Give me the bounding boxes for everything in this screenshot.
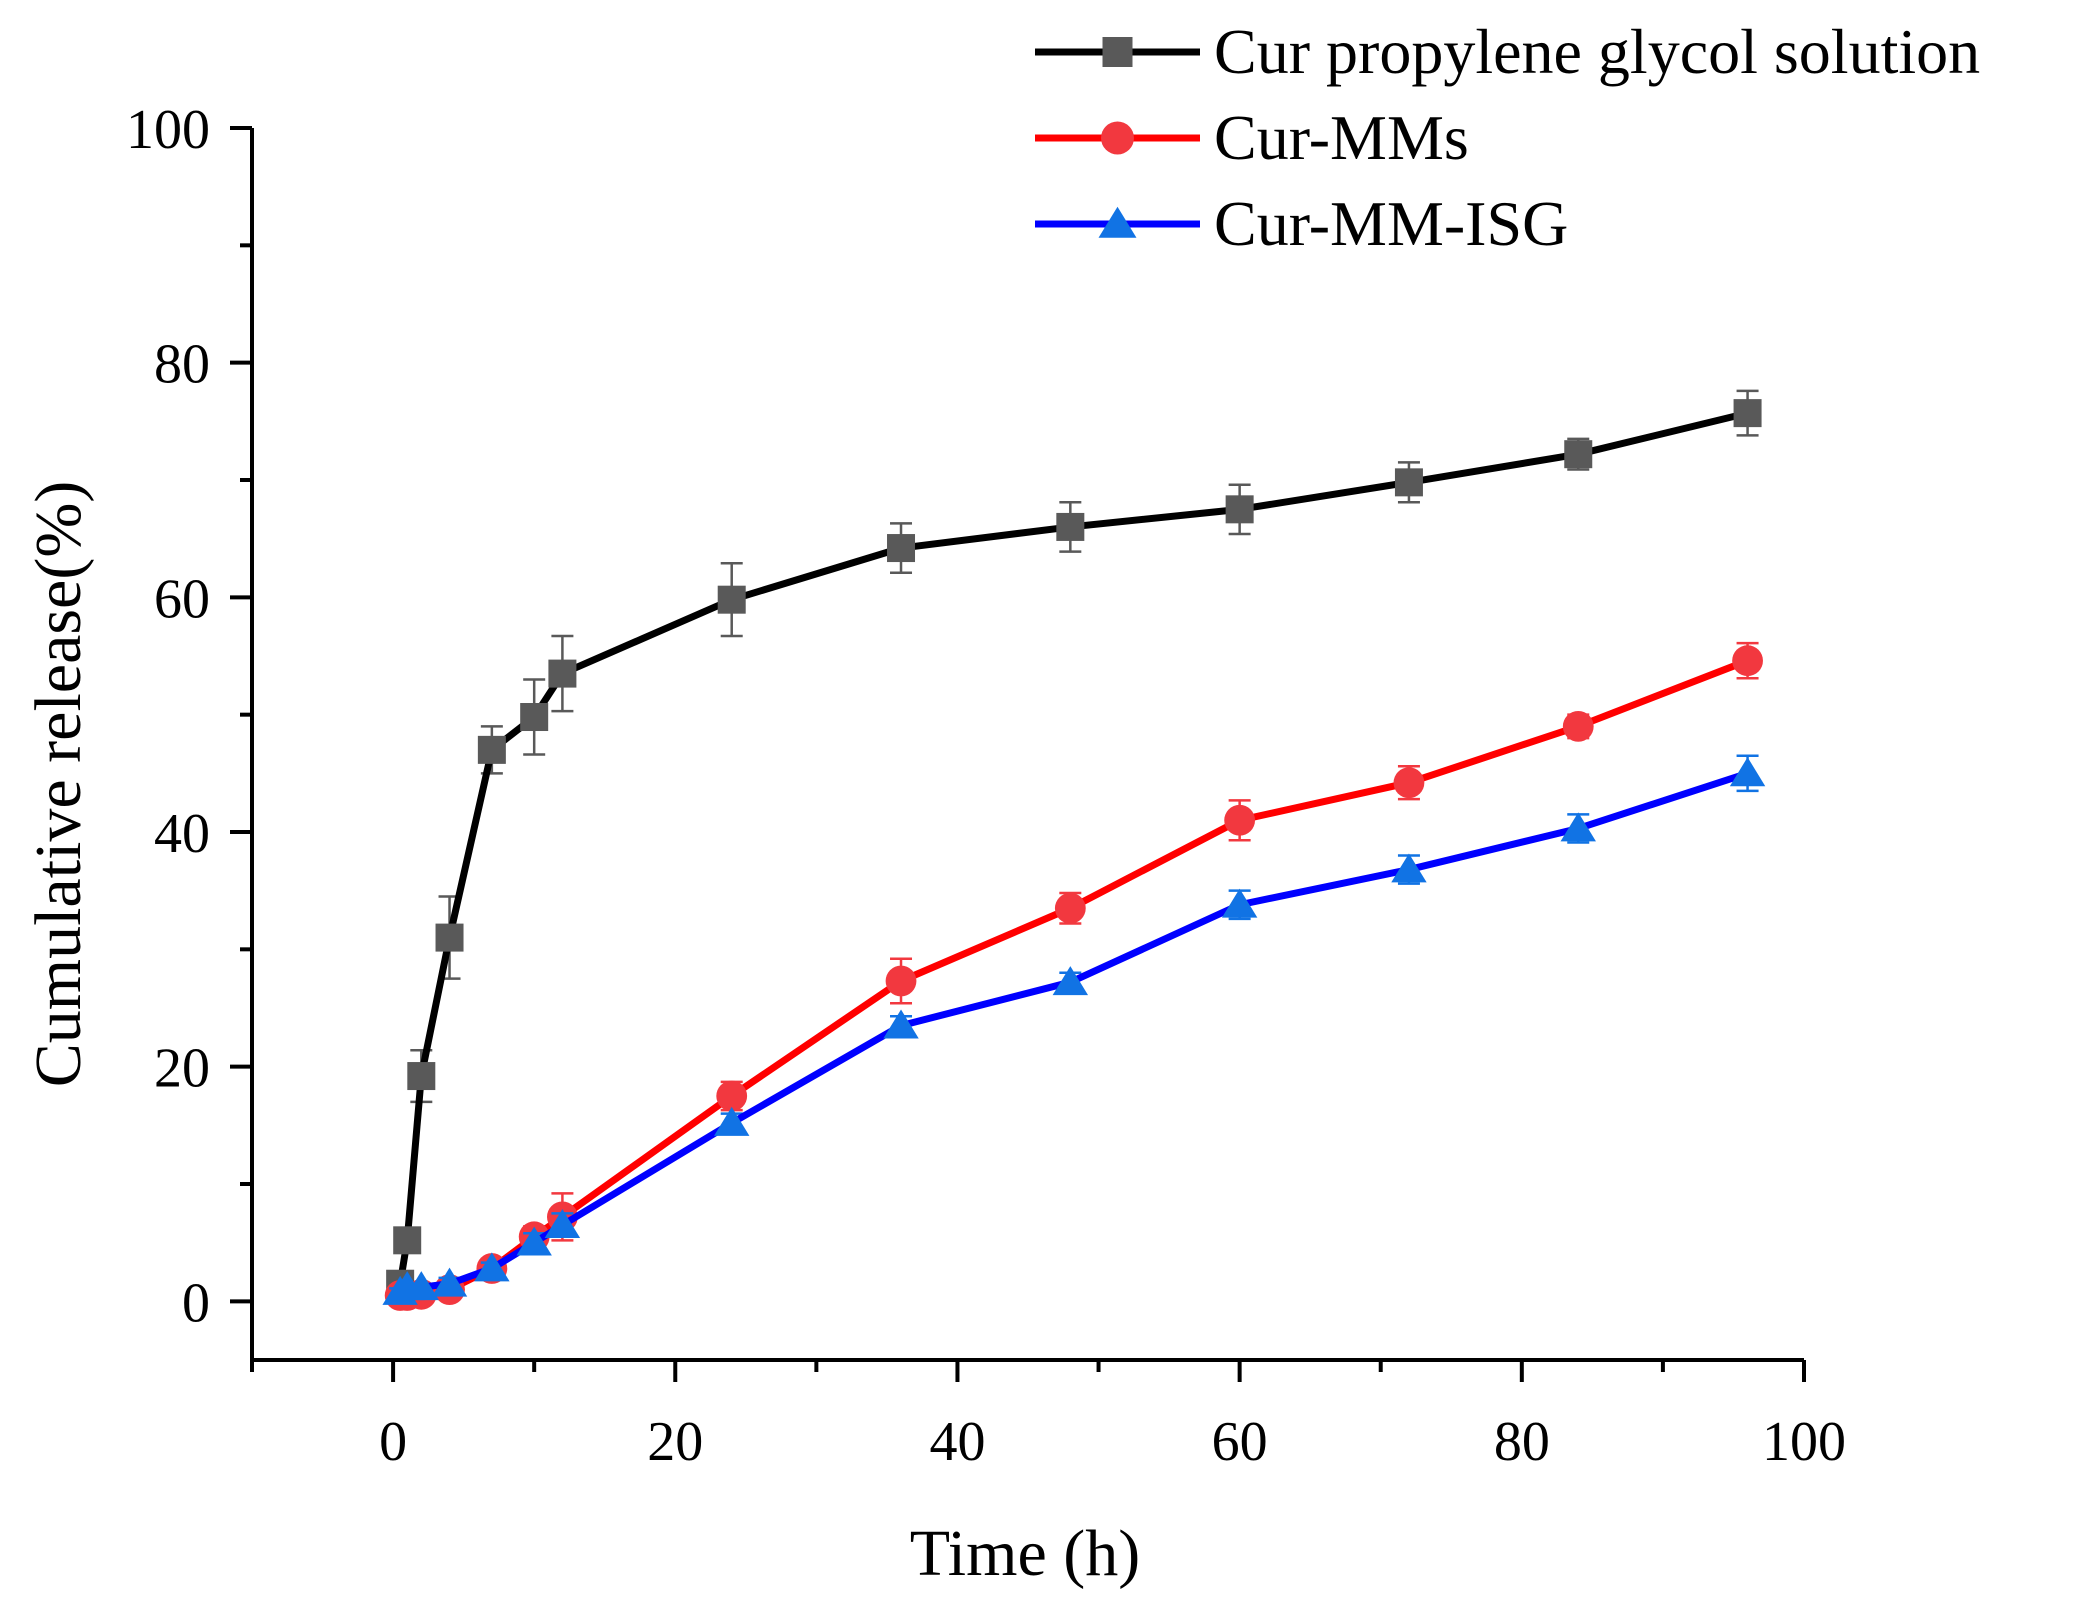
y-tick-label: 100 [126,99,210,161]
legend-marker [1098,206,1137,238]
data-point [1393,767,1425,799]
series-0 [386,389,1762,1298]
legend-label: Cur propylene glycol solution [1214,16,1980,87]
data-point [1221,888,1258,918]
data-point [435,923,464,952]
x-tick-label: 40 [929,1411,985,1473]
y-tick-label: 20 [154,1038,210,1100]
data-point [1564,440,1593,469]
data-point [1733,399,1762,428]
x-tick-label: 0 [379,1411,407,1473]
legend-label: Cur-MMs [1214,102,1469,173]
x-tick-label: 80 [1494,1411,1550,1473]
data-point [520,703,549,732]
data-point [407,1062,436,1091]
series-line [396,409,1749,1285]
data-point [1224,804,1256,836]
x-axis-title: Time (h) [910,1517,1140,1590]
y-tick-label: 80 [154,334,210,396]
data-point [883,1009,919,1039]
legend-label: Cur-MM-ISG [1214,188,1568,259]
x-tick-label: 20 [647,1411,703,1473]
y-tick-label: 60 [154,568,210,630]
data-point [548,659,577,688]
data-point [1054,892,1086,924]
data-point [516,1226,552,1256]
data-point [885,965,917,997]
x-tick-label: 60 [1212,1411,1268,1473]
legend-item: Cur-MMs [1035,102,1469,173]
data-point [887,534,916,563]
y-tick-label: 0 [182,1272,210,1334]
legend-marker [1101,121,1134,155]
data-point [474,1252,510,1282]
data-point [1562,711,1594,742]
plot-area [382,389,1766,1311]
series-2 [382,754,1766,1305]
data-point [1225,495,1254,524]
legend: Cur propylene glycol solution Cur-MMs Cur-… [1035,16,1980,259]
error-bars [389,641,1759,1301]
data-point [1394,468,1423,497]
y-axis-title: Cumulative release(%) [22,481,95,1088]
x-tick-label: 100 [1762,1411,1846,1473]
axes: 0 20 40 60 80 100 0 20 40 60 80 100 [126,99,1846,1473]
data-point [713,1106,750,1136]
data-point [1560,812,1596,842]
data-point [1056,512,1085,541]
data-point [403,1271,440,1301]
data-point [1391,853,1427,883]
data-point [477,735,506,764]
legend-marker [1102,37,1133,67]
y-tick-label: 40 [154,803,210,865]
data-point [393,1226,422,1255]
data-point [1732,645,1763,677]
data-point [544,1208,581,1238]
data-point [716,1080,748,1112]
legend-item: Cur-MM-ISG [1035,188,1568,259]
data-point [1729,757,1766,787]
data-point [717,585,746,614]
legend-item: Cur propylene glycol solution [1035,16,1980,87]
data-point [1052,966,1089,996]
data-point [431,1267,468,1297]
series-line [398,770,1749,1295]
